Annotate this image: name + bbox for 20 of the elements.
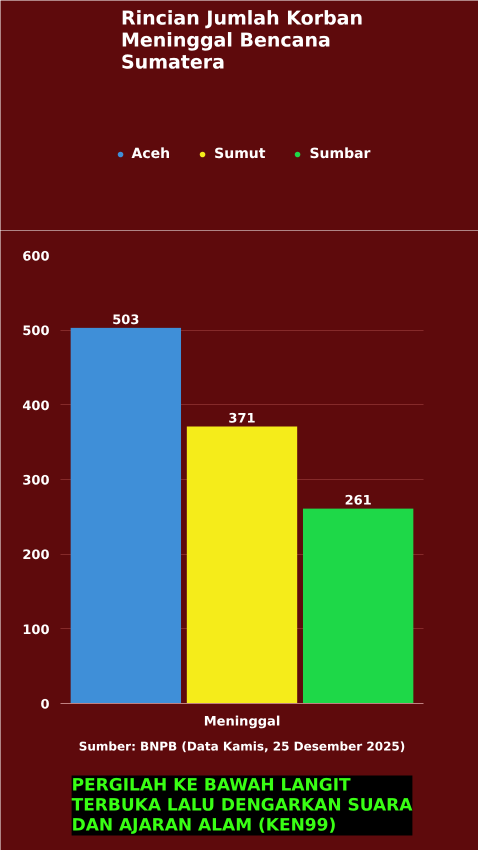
text: PERGILAH KE BAWAH LANGIT TERBUKA LALU DENGARKAN SUARA DAN AJARAN ALAM (KEN99): [72, 776, 414, 836]
data-label: 503: [112, 312, 140, 328]
data-label: 371: [228, 411, 256, 426]
data-label: 261: [344, 494, 372, 509]
legend-label: Sumbar: [309, 146, 370, 162]
bar: [302, 508, 414, 704]
bar: [186, 426, 298, 704]
y-tick-label: 400: [22, 398, 50, 414]
text: Sumber: BNPB (Data Kamis, 25 Desember 2025): [78, 740, 406, 754]
bar: [70, 328, 182, 704]
y-tick-label: 0: [40, 698, 50, 712]
legend-label: Sumut: [214, 146, 266, 162]
x-tick-label: Meninggal: [204, 714, 280, 730]
y-tick-label: 200: [22, 548, 50, 564]
y-tick-label: 300: [22, 474, 50, 488]
legend-label: Aceh: [132, 146, 170, 162]
y-tick-label: 500: [22, 324, 50, 340]
y-tick-label: 100: [22, 622, 50, 638]
chart-title: Rincian Jumlah Korban Meninggal Bencana Sumatera: [120, 8, 364, 74]
y-tick-label: 600: [22, 250, 50, 264]
